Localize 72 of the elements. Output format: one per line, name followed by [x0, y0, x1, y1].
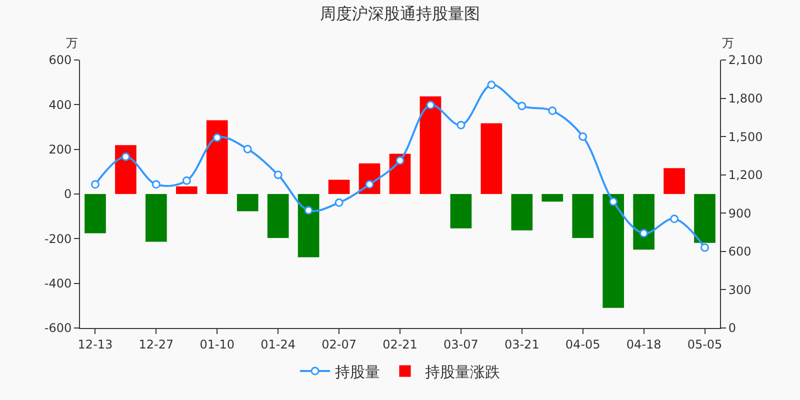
point	[274, 170, 282, 180]
bar	[236, 194, 258, 212]
chart-title: 周度沪深股通持股量图	[320, 4, 480, 24]
point	[609, 197, 618, 206]
point	[90, 180, 100, 189]
y-tick-label: -200	[44, 232, 72, 246]
legend-label: 持股量	[335, 362, 380, 381]
bar	[664, 168, 685, 194]
x-tick-label: 03-07	[444, 337, 478, 352]
y2-tick-label: 0	[728, 321, 736, 336]
y2-axis-title: 万	[722, 36, 734, 50]
x-tick-label: 02-07	[322, 337, 356, 352]
bar	[450, 194, 472, 228]
point	[548, 106, 557, 116]
point	[182, 176, 191, 185]
point	[365, 180, 374, 189]
x-tick-label: 01-10	[200, 337, 235, 352]
bar	[633, 194, 654, 250]
legend-label: 持股量涨跌	[425, 362, 500, 381]
y2-tick-label: 2,100	[728, 53, 763, 68]
x-tick-label: 04-18	[626, 337, 662, 352]
y-axis-title: 万	[66, 36, 78, 50]
bar	[206, 120, 228, 194]
y-tick-label: 600	[48, 53, 72, 68]
point	[640, 229, 648, 238]
y2-tick-label: 1,200	[728, 168, 763, 182]
y-tick-label: 400	[48, 98, 72, 112]
bar	[176, 186, 198, 194]
x-tick-label: 12-27	[138, 337, 174, 352]
y2-tick-label: 900	[728, 206, 752, 220]
point	[670, 214, 679, 224]
y-tick-label: -600	[44, 321, 72, 336]
bar	[602, 194, 624, 308]
bar	[542, 194, 564, 202]
y2-tick-label: 300	[728, 282, 752, 297]
bar	[572, 194, 594, 238]
y-tick-label: 200	[48, 142, 72, 157]
bar	[267, 194, 289, 238]
bar	[389, 154, 411, 194]
bar	[420, 96, 442, 194]
x-tick-label: 03-21	[504, 337, 540, 352]
point	[334, 198, 344, 207]
x-tick-label: 12-13	[78, 337, 113, 352]
bar	[694, 194, 716, 243]
bar	[115, 145, 136, 194]
y2-tick-label: 1,800	[728, 91, 763, 106]
x-tick-label: 02-21	[382, 337, 418, 352]
bar	[511, 194, 533, 230]
bar	[480, 123, 502, 194]
bar	[298, 194, 320, 258]
point	[396, 156, 404, 165]
x-tick-label: 05-05	[687, 337, 722, 352]
point	[121, 152, 130, 161]
bar	[146, 194, 167, 242]
bar	[84, 194, 106, 234]
y2-tick-label: 1,500	[728, 130, 763, 144]
point	[487, 80, 496, 90]
point	[700, 243, 710, 252]
point	[304, 206, 313, 215]
point	[152, 180, 160, 189]
point	[518, 102, 526, 110]
y-tick-label: -400	[44, 276, 72, 291]
point	[578, 132, 588, 141]
point	[426, 100, 435, 110]
bar	[328, 180, 350, 194]
point	[456, 120, 466, 130]
point	[212, 133, 222, 142]
x-tick-label: 01-24	[260, 337, 296, 352]
y-tick-label: 0	[64, 187, 72, 202]
x-tick-label: 04-05	[565, 337, 600, 352]
y2-tick-label: 600	[728, 244, 752, 259]
point	[243, 144, 252, 154]
